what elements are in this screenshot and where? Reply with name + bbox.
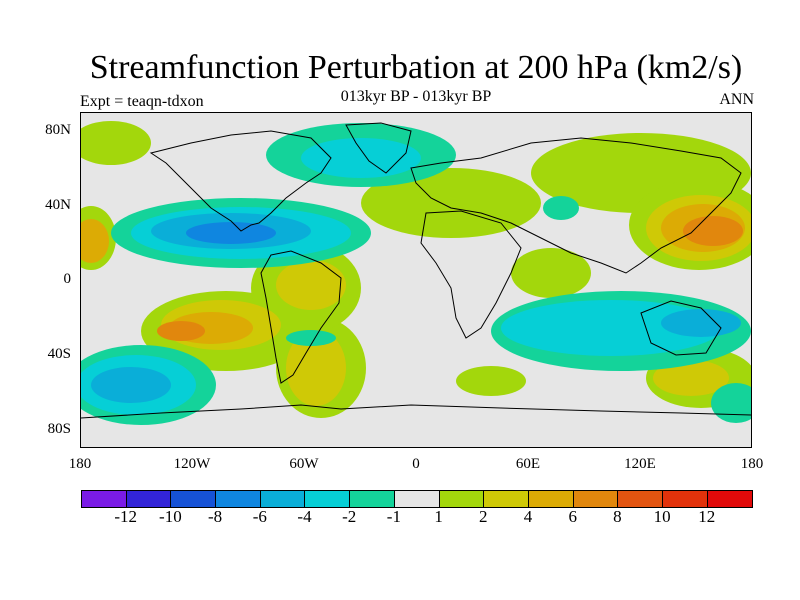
lon-label: 60W [289,456,319,472]
positive-region [653,360,729,396]
colorbar-swatch [618,491,663,507]
colorbar-swatch [439,491,485,507]
colorbar-label: 1 [434,507,443,526]
lat-label: 40N [45,197,71,213]
lon-label: 180 [740,456,764,472]
colorbar-label: -10 [159,507,182,526]
map-panel [80,112,752,448]
season-label: ANN [719,91,754,108]
plot-subtitle: 013kyr BP - 013kyr BP [340,88,492,105]
lon-label: 120E [624,456,656,472]
positive-region [361,168,541,238]
colorbar-swatch [260,491,306,507]
negative-region [91,367,171,403]
antarctica-coast [81,404,751,419]
colorbar-swatch [662,491,708,507]
lat-label: 80N [45,122,71,138]
positive-region [511,248,591,298]
colorbar-label: 10 [653,507,671,526]
colorbar-swatch [216,491,261,507]
colorbar-label: 6 [568,507,577,526]
colorbar-label: -8 [208,507,223,526]
lon-label: 60E [515,456,541,472]
colorbar-swatch [305,491,351,507]
lon-label: 120W [173,456,211,472]
europe-asia-coast [410,137,742,274]
colorbar-swatch [528,491,574,507]
colorbar-label: 4 [523,507,533,526]
negative-anomalies [81,123,751,425]
positive-region [81,121,151,165]
positive-region [81,219,109,263]
lat-label: 80S [47,421,71,437]
colorbar-swatch [171,491,217,507]
positive-region [157,321,205,341]
colorbar-swatch [573,491,619,507]
negative-region [543,196,579,220]
lon-label: 180 [68,456,92,472]
negative-region [286,330,336,346]
colorbar-label: -4 [297,507,312,526]
colorbar-swatch [484,491,529,507]
colorbar-label: 12 [698,507,716,526]
north-america-coast [149,130,332,232]
coastlines [81,122,751,419]
colorbar-label: -2 [342,507,357,526]
positive-region [276,260,346,310]
negative-region [711,383,751,423]
colorbar [81,490,754,508]
lat-label: 40S [47,346,71,362]
colorbar-swatch [350,491,395,507]
colorbar-label: 8 [613,507,622,526]
colorbar-label: 2 [479,507,488,526]
streamfunction-map [81,121,751,425]
lat-label: 0 [63,271,72,287]
south-america-coast [260,250,342,384]
colorbar-swatch [126,491,172,507]
positive-region [456,366,526,396]
australia-coast [640,300,722,356]
negative-region [186,222,276,244]
colorbar-label: -1 [386,507,401,526]
positive-region [286,330,346,406]
negative-region [501,300,721,356]
colorbar-swatch [707,491,753,507]
greenland-coast [345,122,412,174]
negative-region [301,138,421,178]
positive-region [683,216,743,246]
lon-label: 0 [412,456,420,472]
colorbar-swatch [394,491,440,507]
africa-coast [420,210,522,339]
plot-title: Streamfunction Perturbation at 200 hPa (… [89,49,743,86]
experiment-label: Expt = teaqn-tdxon [80,93,204,110]
colorbar-swatch [82,491,127,507]
colorbar-label: -12 [114,507,138,526]
colorbar-label: -6 [252,507,267,526]
negative-region [661,309,741,337]
